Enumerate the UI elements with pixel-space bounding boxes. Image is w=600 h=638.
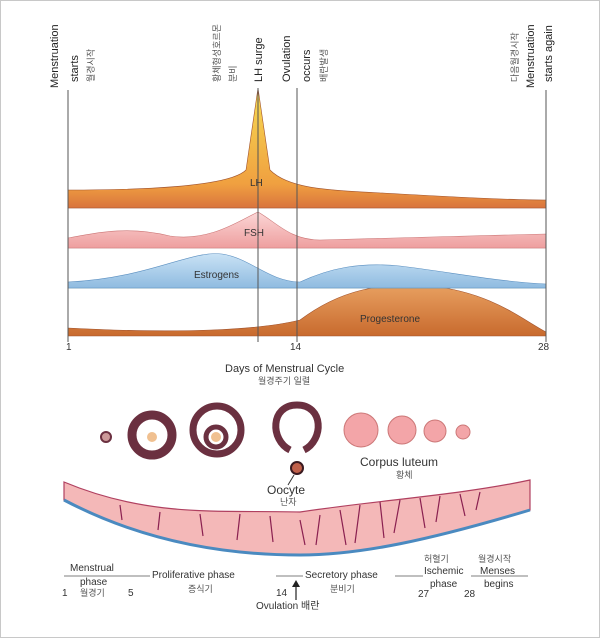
follicle-primary [127, 410, 177, 460]
label-starts-again: starts again [543, 25, 555, 82]
menstrual-kr: 월경기 [80, 587, 105, 598]
menses-kr: 월경시작 [478, 553, 511, 564]
day1-label: 1 [62, 588, 68, 599]
label-next-kr: 다음월경시작 [509, 32, 520, 82]
ovulation-label: Ovulation 배란 [256, 600, 319, 612]
corpus-luteum-3 [423, 419, 447, 443]
label-lh-surge: LH surge [253, 37, 265, 82]
corpus-luteum-label-kr: 황체 [396, 470, 413, 480]
proliferative-kr: 증식기 [188, 584, 213, 594]
label-bg [423, 565, 471, 577]
oocyte-dot [147, 432, 157, 442]
label-starts: starts [69, 55, 81, 82]
corpus-luteum-4 [455, 424, 471, 440]
follicle-primordial [100, 431, 112, 443]
label-menstruation: Menstruation [49, 24, 61, 88]
fsh-curve [67, 211, 547, 249]
day-1: 1 [66, 342, 72, 353]
ovary-follicles [100, 401, 471, 486]
progesterone-label: Progesterone [360, 314, 420, 325]
estrogens-label: Estrogens [194, 270, 239, 281]
day14-label: 14 [276, 588, 288, 599]
lh-label: LH [250, 178, 263, 189]
oocyte-label: Oocyte [267, 483, 305, 497]
ischemic-kr: 허혈기 [424, 553, 449, 564]
fsh-label: FSH [244, 228, 264, 239]
label-starts-kr: 월경시작 [85, 49, 96, 82]
menstrual-label: Menstrual [70, 563, 114, 574]
day5-label: 5 [128, 588, 134, 599]
oocyte-dot [211, 432, 221, 442]
label-lh-kr: 황체형성호르몬 [212, 24, 222, 82]
ischemic-label: Ischemic [424, 566, 463, 577]
secretory-kr: 분비기 [330, 584, 355, 594]
proliferative-label: Proliferative phase [152, 570, 235, 581]
day-28: 28 [538, 342, 550, 353]
label-menstruation-again: Menstruation [525, 24, 537, 88]
corpus-luteum-2 [387, 415, 417, 445]
axis-title: Days of Menstrual Cycle [225, 363, 344, 375]
oocyte-label-kr: 난자 [280, 497, 297, 507]
oocyte-released [290, 461, 304, 475]
label-ovulation-kr: 배란발생 [318, 49, 329, 82]
label-ovulation: Ovulation [281, 36, 293, 82]
ischemic-phase: phase [430, 579, 458, 590]
top-labels: Menstruation starts 월경시작 황체형성호르몬 분비 LH s… [49, 24, 555, 88]
endometrial-glands [119, 491, 481, 546]
menses-begins: begins [484, 579, 513, 590]
axis-title-kr: 월경주기 일렬 [258, 375, 310, 386]
oocyte-pointer [287, 474, 295, 486]
label-bg [303, 568, 395, 580]
arrow-head-icon [292, 580, 300, 587]
day27-label: 27 [418, 589, 430, 600]
estrogens-curve [67, 253, 547, 289]
corpus-luteum-label: Corpus luteum [360, 455, 438, 469]
progesterone-curve [67, 284, 547, 337]
follicle-cumulus [203, 424, 229, 450]
endometrium [63, 479, 531, 557]
lh-curve [67, 87, 547, 209]
label-occurs: occurs [301, 49, 313, 82]
menstrual-phase: phase [80, 577, 108, 588]
day-14: 14 [290, 342, 302, 353]
follicle-secondary [189, 402, 245, 458]
phase-timeline: Menstrual phase 1 월경기 5 Proliferative ph… [62, 553, 528, 612]
menses-label: Menses [480, 566, 515, 577]
secretory-label: Secretory phase [305, 570, 378, 581]
hormone-chart: LH FSH Estrogens Progesterone [67, 87, 547, 342]
follicle-ruptured [272, 401, 322, 454]
corpus-luteum-1 [343, 412, 379, 448]
endometrium-base [63, 498, 531, 557]
label-bg [150, 568, 276, 580]
day28-label: 28 [464, 589, 476, 600]
label-lh-kr-2: 분비 [228, 65, 238, 82]
